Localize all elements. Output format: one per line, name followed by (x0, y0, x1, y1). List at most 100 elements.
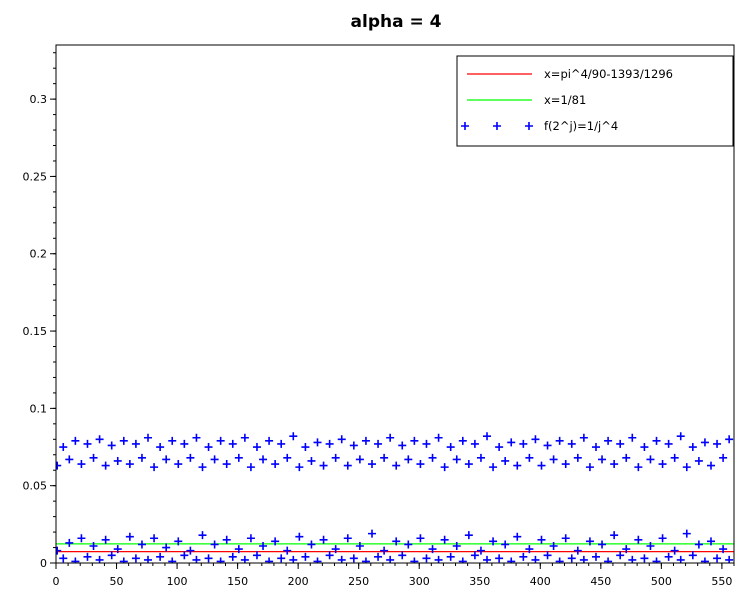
data-point-lower (204, 554, 213, 563)
legend-box (456, 55, 734, 147)
data-point-upper (216, 436, 225, 445)
data-point-upper (428, 453, 437, 462)
data-point-lower (598, 540, 607, 549)
data-point-upper (307, 456, 316, 465)
x-tick-label: 0 (53, 575, 60, 588)
data-point-upper (234, 453, 243, 462)
data-point-lower (125, 532, 134, 541)
legend: x=pi^4/90-1393/1296 x=1/81 f(2^j)=1/j^4 (456, 55, 734, 147)
data-point-upper (144, 433, 153, 442)
data-point-upper (398, 441, 407, 450)
data-point-upper (573, 453, 582, 462)
data-point-upper (325, 439, 334, 448)
data-point-lower (706, 537, 715, 546)
data-point-lower (265, 557, 274, 563)
data-point-upper (337, 435, 346, 444)
x-tick-label: 300 (409, 575, 430, 588)
data-point-upper (700, 438, 709, 447)
data-point-lower (228, 552, 237, 561)
x-tick-label: 550 (711, 575, 732, 588)
data-point-upper (95, 435, 104, 444)
data-point-upper (343, 461, 352, 470)
x-tick-label: 150 (227, 575, 248, 588)
data-point-lower (313, 557, 322, 563)
data-point-upper (246, 463, 255, 472)
data-point-lower (573, 546, 582, 555)
data-point-lower (464, 531, 473, 540)
data-point-upper (107, 441, 116, 450)
data-point-upper (585, 463, 594, 472)
data-point-upper (688, 443, 697, 452)
data-point-upper (652, 436, 661, 445)
data-point-lower (537, 535, 546, 544)
data-point-lower (670, 546, 679, 555)
data-point-upper (598, 455, 607, 464)
data-point-upper (125, 460, 134, 469)
legend-label: f(2^j)=1/j^4 (544, 119, 618, 133)
data-point-upper (150, 463, 159, 472)
data-point-upper (404, 455, 413, 464)
data-point-upper (501, 456, 510, 465)
data-point-lower (525, 545, 534, 554)
data-point-upper (452, 455, 461, 464)
data-point-lower (331, 545, 340, 554)
data-point-upper (283, 453, 292, 462)
data-point-upper (640, 443, 649, 452)
data-point-lower (150, 534, 159, 543)
y-tick-label: 0.2 (30, 248, 48, 261)
x-tick-label: 500 (651, 575, 672, 588)
data-point-lower (694, 540, 703, 549)
axes: 0 50 100 150 200 250 300 350 400 450 500 550 0 0.05 0.… (23, 44, 735, 588)
data-point-upper (392, 461, 401, 470)
data-point-upper (567, 439, 576, 448)
data-point-upper (319, 461, 328, 470)
data-point-lower (168, 557, 177, 563)
data-point-lower (234, 545, 243, 554)
data-point-upper (483, 432, 492, 441)
data-point-upper (476, 453, 485, 462)
data-point-upper (180, 439, 189, 448)
data-point-lower (513, 532, 522, 541)
data-point-upper (289, 432, 298, 441)
data-point-upper (228, 439, 237, 448)
legend-swatch-marker (525, 122, 533, 130)
data-point-lower (301, 552, 310, 561)
data-point-lower (271, 537, 280, 546)
data-point-lower (343, 534, 352, 543)
data-point-lower (180, 551, 189, 560)
x-tick-label: 200 (288, 575, 309, 588)
data-point-lower (507, 557, 516, 563)
data-point-upper (507, 438, 516, 447)
data-point-upper (101, 461, 110, 470)
data-point-lower (131, 554, 140, 563)
data-point-lower (71, 557, 80, 563)
data-point-lower (156, 552, 165, 561)
data-point-lower (713, 554, 722, 563)
data-point-upper (549, 455, 558, 464)
data-point-upper (355, 455, 364, 464)
data-point-lower (646, 541, 655, 550)
data-point-upper (374, 439, 383, 448)
x-tick-label: 400 (530, 575, 551, 588)
data-point-upper (386, 433, 395, 442)
data-point-upper (670, 453, 679, 462)
data-point-upper (591, 443, 600, 452)
data-point-lower (549, 541, 558, 550)
data-point-lower (567, 554, 576, 563)
data-point-lower (719, 545, 728, 554)
data-point-lower (246, 534, 255, 543)
data-point-upper (706, 461, 715, 470)
data-point-lower (56, 546, 62, 555)
data-point-upper (604, 436, 613, 445)
data-point-lower (616, 551, 625, 560)
data-point-upper (646, 455, 655, 464)
data-point-lower (355, 541, 364, 550)
data-point-upper (119, 436, 128, 445)
data-point-lower (688, 551, 697, 560)
chart-title: alpha = 4 (351, 12, 442, 32)
data-point-upper (252, 443, 261, 452)
data-point-upper (331, 453, 340, 462)
legend-label: x=1/81 (544, 93, 586, 107)
data-point-lower (174, 537, 183, 546)
data-point-lower (585, 537, 594, 546)
